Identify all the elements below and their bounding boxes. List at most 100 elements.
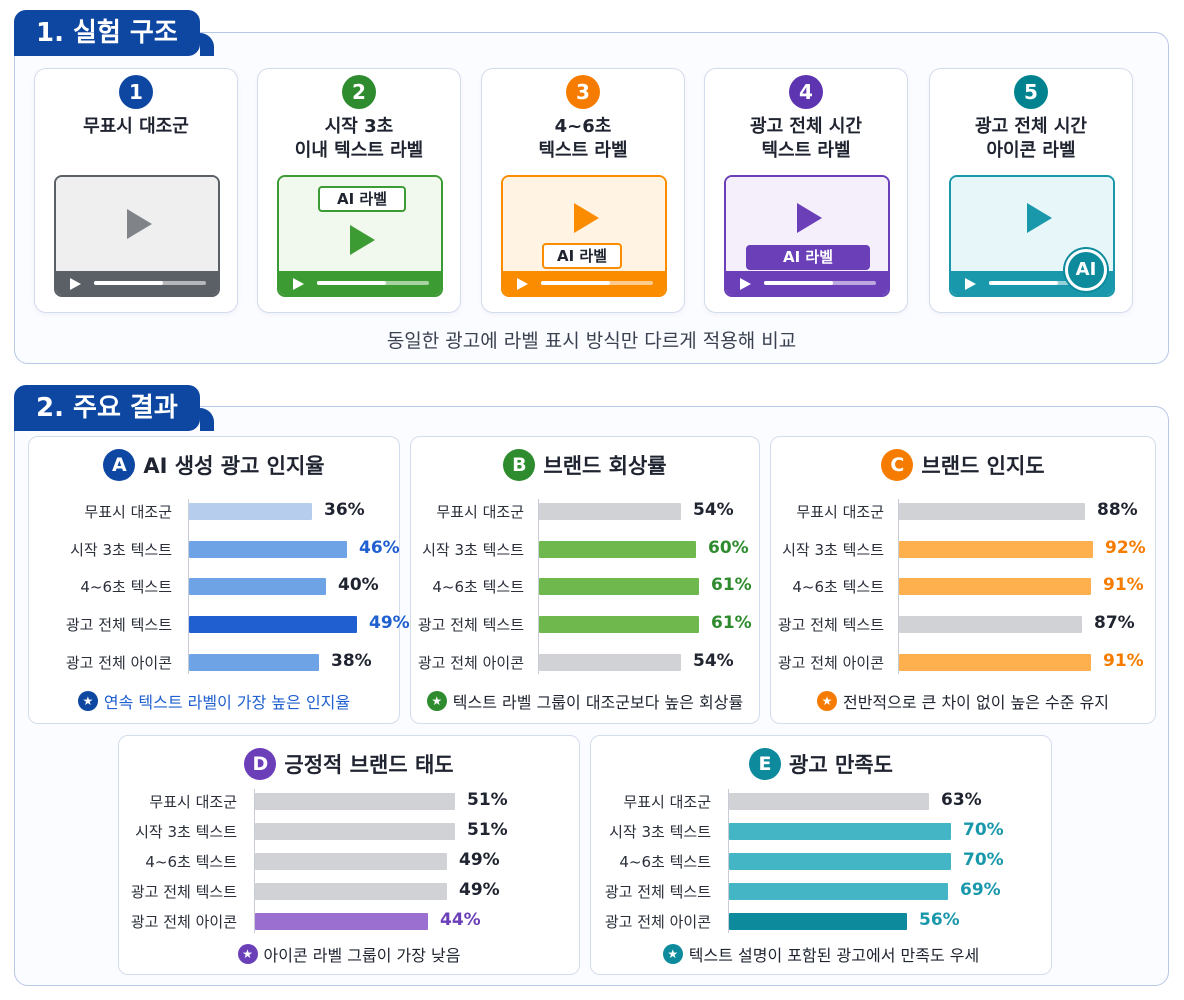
bar-mark[interactable]	[729, 883, 948, 900]
note-text: 텍스트 라벨 그룹이 대조군보다 높은 회상률	[452, 693, 744, 712]
control-play-icon[interactable]	[70, 278, 81, 290]
value-label: 54%	[693, 651, 734, 671]
player-controls	[56, 271, 218, 295]
result-card-a: A AI 생성 광고 인지율 무표시 대조군 36% 시작 3초 텍스트 46% 4~6초 …	[28, 436, 410, 724]
bar-mark[interactable]	[255, 853, 447, 870]
progress-bar[interactable]	[764, 281, 876, 285]
control-play-icon[interactable]	[965, 278, 976, 290]
value-label: 87%	[1094, 613, 1135, 633]
bar-mark[interactable]	[899, 541, 1093, 558]
bar-mark[interactable]	[539, 503, 681, 520]
bar-mark[interactable]	[539, 616, 699, 633]
value-label: 61%	[711, 613, 752, 633]
video-screen: AI 라벨	[279, 177, 441, 273]
category-label: 광고 전체 텍스트	[65, 616, 172, 634]
bar-mark[interactable]	[189, 503, 312, 520]
progress-fill	[94, 281, 164, 285]
bar-mark[interactable]	[189, 654, 319, 671]
category-label: 시작 3초 텍스트	[135, 823, 237, 841]
progress-bar[interactable]	[317, 281, 429, 285]
category-label: 광고 전체 아이콘	[417, 654, 524, 672]
progress-bar[interactable]	[989, 281, 1101, 285]
chart-row: 광고 전체 아이콘 44%	[119, 908, 579, 934]
chart-axis-line	[254, 789, 255, 933]
category-label: 4~6초 텍스트	[145, 853, 237, 871]
value-label: 49%	[369, 613, 410, 633]
bar-mark[interactable]	[255, 883, 447, 900]
video-player-mockup[interactable]: AI 라벨	[724, 175, 890, 297]
bar-mark[interactable]	[539, 578, 699, 595]
value-label: 49%	[459, 880, 500, 900]
play-icon[interactable]	[797, 203, 822, 233]
bar-mark[interactable]	[255, 793, 455, 810]
ai-label-badge: AI 라벨	[746, 245, 870, 270]
value-label: 63%	[941, 790, 982, 810]
chart-row: 시작 3초 텍스트 46%	[29, 536, 400, 562]
value-label: 44%	[440, 910, 481, 930]
experiment-number-badge: 5	[1014, 75, 1048, 109]
chart-row: 광고 전체 아이콘 38%	[29, 649, 399, 675]
bar-mark[interactable]	[255, 913, 428, 930]
experiment-caption: 동일한 광고에 라벨 표시 방식만 다르게 적용해 비교	[386, 330, 797, 352]
star-icon: ★	[426, 691, 447, 711]
bar-mark[interactable]	[899, 616, 1082, 633]
bar-mark[interactable]	[189, 616, 357, 633]
chart-header: C 브랜드 인지도	[771, 449, 1155, 481]
play-icon[interactable]	[1027, 203, 1052, 233]
star-icon: ★	[237, 944, 258, 964]
chart-note: ★ 텍스트 설명이 포함된 광고에서 만족도 우세	[591, 942, 1051, 966]
chart-row: 광고 전체 텍스트 69%	[591, 878, 1051, 904]
bar-mark[interactable]	[729, 913, 907, 930]
chart-row: 시작 3초 텍스트 92%	[771, 536, 1155, 562]
play-icon[interactable]	[127, 209, 152, 239]
progress-bar[interactable]	[94, 281, 206, 285]
player-controls	[503, 271, 665, 295]
bar-mark[interactable]	[729, 853, 951, 870]
value-label: 51%	[467, 820, 508, 840]
bar-mark[interactable]	[189, 578, 326, 595]
play-icon[interactable]	[574, 203, 599, 233]
video-player-mockup[interactable]: AI 라벨	[501, 175, 667, 297]
experiment-card-3: 3 4~6초 텍스트 라벨 AI 라벨	[481, 68, 685, 313]
chart-row: 4~6초 텍스트 61%	[411, 573, 759, 599]
bar-mark[interactable]	[729, 793, 929, 810]
control-play-icon[interactable]	[517, 278, 528, 290]
control-play-icon[interactable]	[293, 278, 304, 290]
chart-header: A AI 생성 광고 인지율	[29, 449, 399, 481]
value-label: 46%	[359, 538, 400, 558]
chart-row: 무표시 대조군 36%	[29, 498, 399, 524]
bar-mark[interactable]	[539, 654, 681, 671]
chart-row: 무표시 대조군 51%	[119, 788, 579, 814]
chart-letter-badge: A	[103, 449, 136, 481]
bar-mark[interactable]	[539, 541, 696, 558]
value-label: 61%	[711, 575, 752, 595]
chart-letter-badge: D	[244, 748, 277, 780]
category-label: 광고 전체 아이콘	[130, 913, 237, 931]
chart-row: 광고 전체 텍스트 49%	[29, 611, 410, 637]
bar-mark[interactable]	[899, 503, 1085, 520]
play-icon[interactable]	[350, 225, 375, 255]
category-label: 광고 전체 텍스트	[777, 616, 884, 634]
bar-mark[interactable]	[189, 541, 347, 558]
progress-bar[interactable]	[541, 281, 653, 285]
chart-row: 무표시 대조군 63%	[591, 788, 1051, 814]
chart-title: 브랜드 회상률	[543, 454, 667, 478]
video-player-mockup[interactable]: AI	[949, 175, 1115, 297]
value-label: 51%	[467, 790, 508, 810]
control-play-icon[interactable]	[740, 278, 751, 290]
bar-mark[interactable]	[899, 578, 1091, 595]
value-label: 88%	[1097, 500, 1138, 520]
chart-note: ★ 아이콘 라벨 그룹이 가장 낮음	[119, 942, 579, 966]
progress-fill	[989, 281, 1059, 285]
chart-row: 무표시 대조군 54%	[411, 498, 759, 524]
chart-letter-badge: B	[503, 449, 536, 481]
video-player-mockup[interactable]	[54, 175, 220, 297]
video-player-mockup[interactable]: AI 라벨	[277, 175, 443, 297]
bar-mark[interactable]	[899, 654, 1091, 671]
bar-mark[interactable]	[255, 823, 455, 840]
category-label: 4~6초 텍스트	[619, 853, 711, 871]
bar-mark[interactable]	[729, 823, 951, 840]
ai-label-badge: AI 라벨	[318, 186, 406, 212]
video-screen: AI 라벨	[503, 177, 665, 273]
result-card-d: D 긍정적 브랜드 태도 무표시 대조군 51% 시작 3초 텍스트 51% 4~6초 텍스…	[118, 735, 580, 975]
